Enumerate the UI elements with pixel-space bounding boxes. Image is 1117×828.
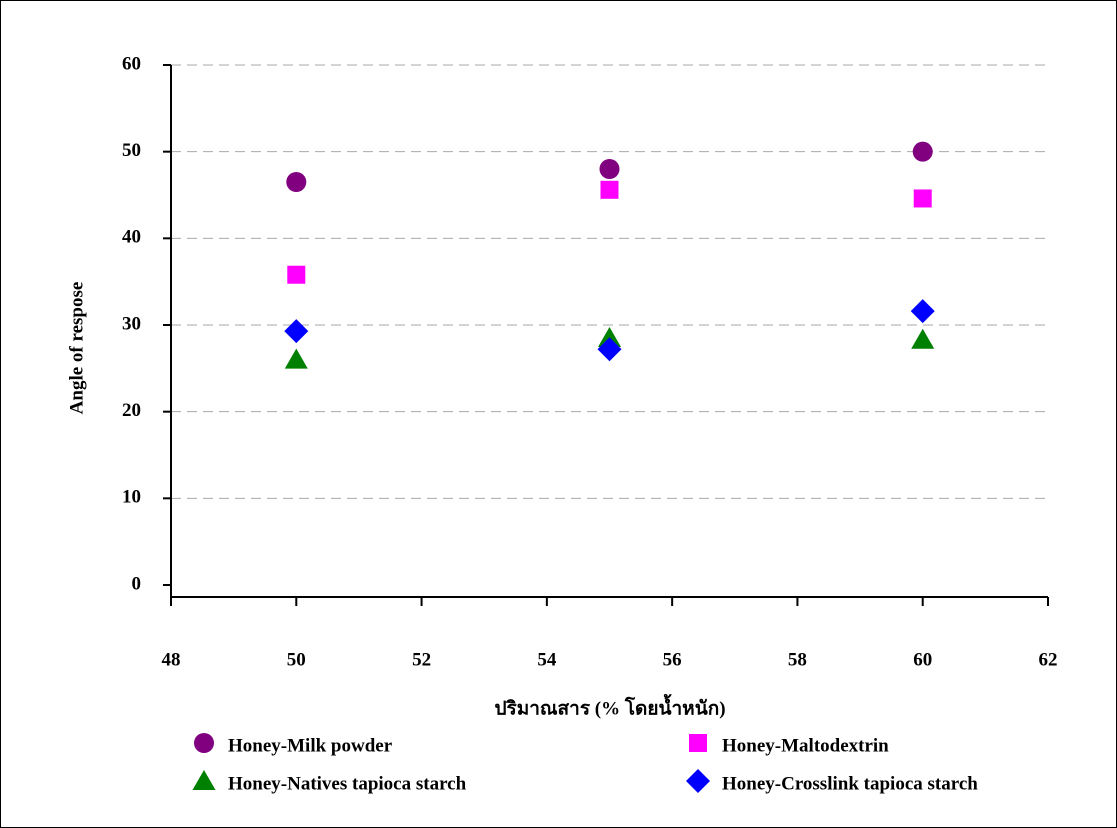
legend-label: Honey-Natives tapioca starch xyxy=(228,773,467,794)
x-tick-label: 50 xyxy=(287,649,306,670)
x-tick-label: 62 xyxy=(1039,649,1058,670)
marker xyxy=(600,159,620,179)
x-tick-label: 60 xyxy=(913,649,932,670)
legend-marker xyxy=(689,734,707,752)
marker xyxy=(601,181,619,199)
legend-marker xyxy=(194,733,214,753)
y-tick-label: 0 xyxy=(132,573,142,594)
legend-label: Honey-Milk powder xyxy=(228,735,393,756)
y-tick-label: 40 xyxy=(122,227,141,248)
marker xyxy=(287,266,305,284)
marker xyxy=(913,142,933,162)
y-tick-label: 50 xyxy=(122,140,141,161)
chart: ปริมาณสาร (% โดยน้ำหนัก) Angle of respos… xyxy=(0,0,1117,828)
y-tick-label: 60 xyxy=(122,53,141,74)
x-tick-label: 52 xyxy=(412,649,431,670)
y-tick-label: 30 xyxy=(122,313,141,334)
y-axis-label: Angle of respose xyxy=(66,282,87,415)
y-tick-label: 10 xyxy=(122,487,141,508)
y-tick-label: 20 xyxy=(122,400,141,421)
x-tick-label: 54 xyxy=(537,649,557,670)
x-tick-label: 48 xyxy=(162,649,181,670)
x-tick-label: 58 xyxy=(788,649,807,670)
marker xyxy=(914,189,932,207)
legend-label: Honey-Maltodextrin xyxy=(722,735,889,756)
x-tick-label: 56 xyxy=(663,649,682,670)
marker xyxy=(286,172,306,192)
legend-label: Honey-Crosslink tapioca starch xyxy=(722,773,978,794)
